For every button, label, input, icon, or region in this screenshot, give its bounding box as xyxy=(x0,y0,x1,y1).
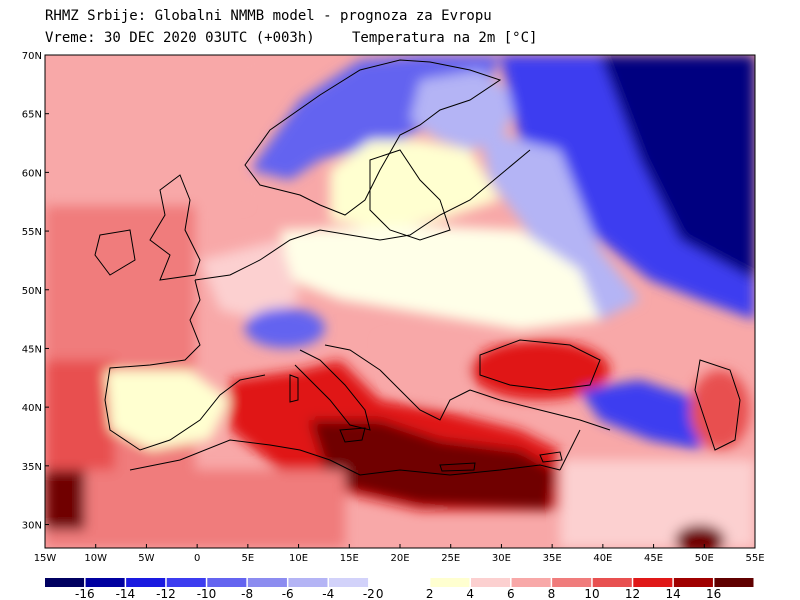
lon-label: 20E xyxy=(390,553,409,564)
lon-label: 0 xyxy=(194,553,200,564)
lat-label: 60N xyxy=(22,168,42,179)
lat-label: 65N xyxy=(22,110,42,121)
lat-label: 30N xyxy=(22,521,42,532)
colorbar-swatch xyxy=(633,578,673,587)
lat-label: 35N xyxy=(22,462,42,473)
variable-label: Temperatura na 2m [°C] xyxy=(352,30,538,46)
lon-label: 5E xyxy=(242,553,255,564)
forecast-time: Vreme: 30 DEC 2020 03UTC (+003h) xyxy=(45,30,315,46)
colorbar-label: 16 xyxy=(706,587,721,600)
colorbar-label: 0 xyxy=(376,587,384,600)
colorbar-label: 10 xyxy=(584,587,599,600)
colorbar-swatch xyxy=(430,578,470,587)
lon-label: 25E xyxy=(441,553,460,564)
colorbar-label: -16 xyxy=(75,587,95,600)
colorbar-label: 8 xyxy=(548,587,556,600)
colorbar-swatch xyxy=(45,578,85,587)
lat-label: 50N xyxy=(22,286,42,297)
lon-label: 15E xyxy=(340,553,359,564)
colorbar-swatch xyxy=(511,578,551,587)
lon-label: 50E xyxy=(695,553,714,564)
colorbar-label: -10 xyxy=(197,587,217,600)
colorbar-label: -6 xyxy=(282,587,294,600)
colorbar-label: 6 xyxy=(507,587,515,600)
lat-label: 40N xyxy=(22,403,42,414)
colorbar-swatch xyxy=(247,578,287,587)
colorbar-label: 14 xyxy=(665,587,680,600)
temperature-field xyxy=(45,55,755,548)
lon-label: 30E xyxy=(492,553,511,564)
coastlines xyxy=(94,59,741,476)
colorbar-swatch xyxy=(329,578,369,587)
latitude-labels: 30N 35N 40N 45N 50N 55N 60N 65N 70N xyxy=(22,51,49,532)
map-title: RHMZ Srbije: Globalni NMMB model - progn… xyxy=(45,8,492,24)
longitude-labels: 15W 10W 5W 0 5E 10E 15E 20E 25E 30E 35E 40E 45E 50E 55… xyxy=(34,544,765,564)
lon-label: 10E xyxy=(289,553,308,564)
colorbar-swatch xyxy=(592,578,632,587)
colorbar-label: -2 xyxy=(363,587,375,600)
colorbar-swatch xyxy=(85,578,125,587)
lat-label: 70N xyxy=(22,51,42,62)
colorbar-label: -4 xyxy=(322,587,334,600)
lat-label: 45N xyxy=(22,344,42,355)
lat-label: 55N xyxy=(22,227,42,238)
colorbar-swatch xyxy=(389,578,429,587)
colorbar-swatch xyxy=(288,578,328,587)
colorbar-label: -14 xyxy=(116,587,136,600)
colorbar xyxy=(45,578,754,587)
colorbar-swatch xyxy=(207,578,247,587)
colorbar-label: 12 xyxy=(625,587,640,600)
colorbar-swatch xyxy=(471,578,511,587)
lon-label: 40E xyxy=(593,553,612,564)
colorbar-label: -8 xyxy=(241,587,253,600)
lon-label: 5W xyxy=(138,553,154,564)
lon-label: 45E xyxy=(644,553,663,564)
colorbar-label: -12 xyxy=(156,587,176,600)
colorbar-label: 2 xyxy=(426,587,434,600)
colorbar-label: 4 xyxy=(466,587,474,600)
lon-label: 10W xyxy=(84,553,107,564)
colorbar-swatch xyxy=(673,578,713,587)
colorbar-swatch xyxy=(552,578,592,587)
lon-label: 55E xyxy=(745,553,764,564)
colorbar-labels: -16 -14 -12 -10 -8 -6 -4 -2 0 2 4 6 8 10 12 14 16 xyxy=(75,587,721,600)
lon-label: 35E xyxy=(543,553,562,564)
colorbar-swatch xyxy=(714,578,754,587)
colorbar-swatch xyxy=(166,578,206,587)
colorbar-swatch xyxy=(126,578,166,587)
lon-label: 15W xyxy=(34,553,57,564)
